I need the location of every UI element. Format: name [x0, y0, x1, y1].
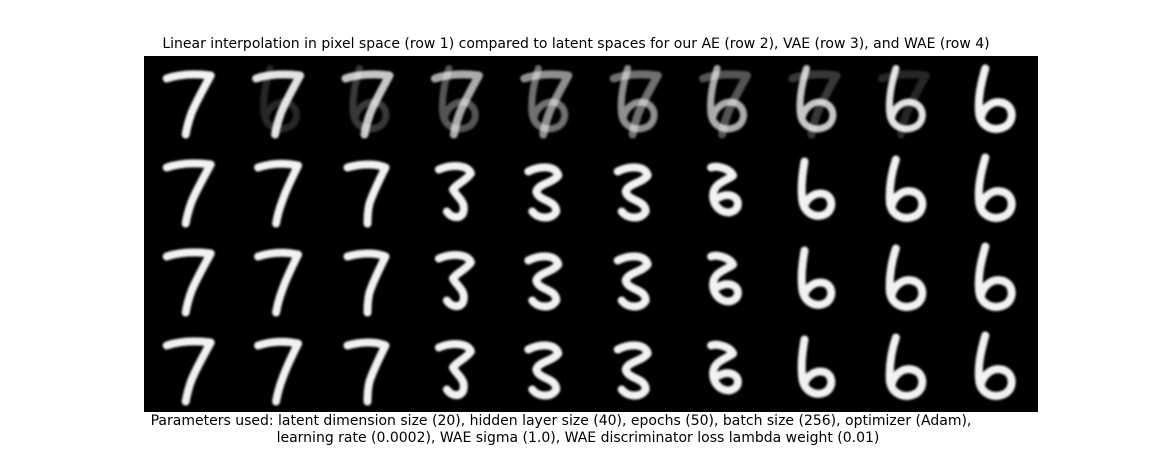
figure-title-text: Linear interpolation in pixel space (row… — [162, 36, 989, 52]
figure-title: Linear interpolation in pixel space (row… — [0, 35, 1152, 53]
interpolation-grid — [144, 56, 1038, 412]
caption-line-2: learning rate (0.0002), WAE sigma (1.0),… — [2, 430, 1152, 447]
caption-line-1: Parameters used: latent dimension size (… — [0, 413, 1137, 430]
figure-caption: Parameters used: latent dimension size (… — [0, 413, 1152, 447]
interpolation-grid-image — [144, 56, 1038, 412]
